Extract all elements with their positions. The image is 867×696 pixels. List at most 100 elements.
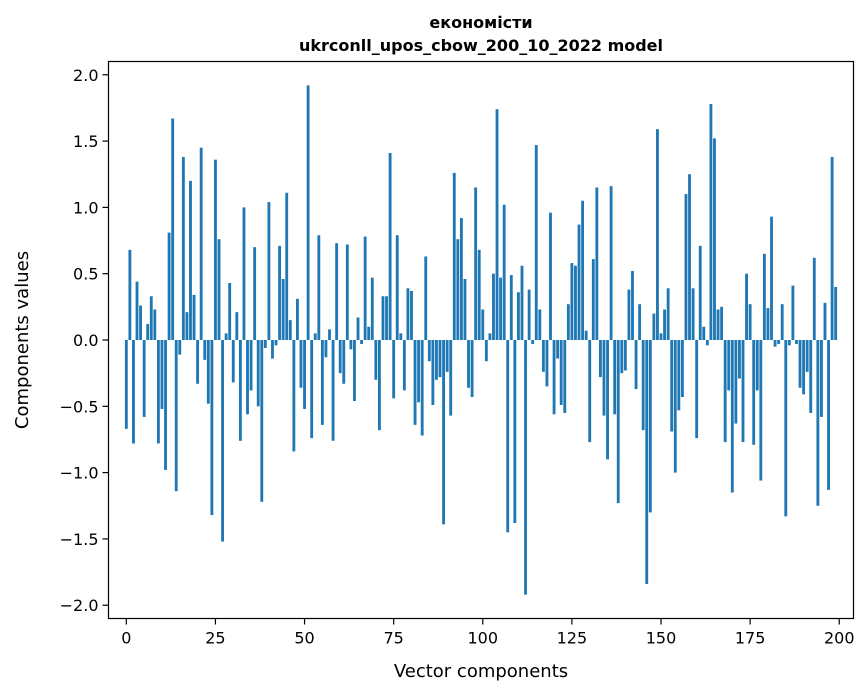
bar [317,235,321,340]
bar [360,340,364,344]
bar [214,159,217,340]
bar [299,340,303,388]
bar [196,340,200,384]
y-tick-label: −1.0 [60,464,99,483]
bar [445,340,449,372]
bar [367,326,371,340]
bar [656,129,659,340]
bar [274,340,278,346]
bar [399,333,403,340]
bar [795,340,798,344]
bar [705,340,709,346]
y-tick-label: 2.0 [73,66,98,85]
bar [609,186,613,340]
bar [381,296,385,340]
bar [748,304,752,340]
bar [171,118,175,340]
bar [342,340,346,384]
x-tick-label: 175 [735,629,766,648]
bar [527,289,531,340]
bar [616,340,620,504]
bar [181,156,185,340]
bar [541,340,545,372]
bar [260,340,264,502]
bar [124,340,128,429]
bar [631,271,634,340]
bars-group [124,85,838,595]
bar [392,340,396,399]
bar [762,253,766,340]
bar [680,340,684,398]
bar [798,340,802,388]
bar [584,330,588,340]
chart-title: економісти [429,13,532,32]
bar [834,286,838,340]
bar [420,340,424,436]
bar [695,340,699,439]
bar [698,245,702,340]
bar [481,309,485,340]
x-tick-label: 50 [294,629,314,648]
bar [370,277,374,340]
bar [189,180,192,340]
bar [787,340,791,346]
bar [449,340,453,416]
bar [199,147,203,340]
bar [534,145,538,340]
bar [313,333,317,340]
bar [431,340,435,405]
bar [310,340,314,439]
bar [467,340,470,388]
y-tick-label: 0.0 [73,331,98,350]
bar [720,306,724,340]
bar [217,239,221,340]
bar [149,296,153,340]
bar [830,156,834,340]
y-axis-ticks: −2.0 −1.5 −1.0 −0.5 0.0 0.5 1.0 1.5 2.0 [60,66,109,615]
bar [581,200,585,340]
bar [538,309,542,340]
bar [413,340,417,425]
y-axis-label: Components values [12,251,33,429]
bar [406,288,410,340]
bar [752,340,756,445]
bar [385,296,388,340]
bar [160,340,164,409]
bar [691,288,695,340]
bar [545,340,549,387]
bar [238,340,242,441]
bar [666,288,670,340]
bar [506,340,510,533]
y-tick-label: 0.5 [73,265,98,284]
bar [174,340,178,492]
bar [320,340,324,425]
bar [442,340,445,525]
bar [777,340,781,344]
bar [791,285,795,340]
bar [335,243,339,340]
y-tick-label: 1.0 [73,198,98,217]
bar [452,172,456,340]
bar [192,294,196,340]
bar [456,239,460,340]
bar [424,256,428,340]
bar [809,340,813,413]
bar [164,340,167,470]
bar [410,290,413,340]
bar [780,304,784,340]
bar [520,265,524,340]
bar [648,340,652,513]
bar [802,340,806,395]
bar [178,340,182,355]
bar [531,340,535,344]
bar [206,340,210,404]
bar [185,312,189,340]
bar [595,187,599,340]
bar [556,340,560,359]
bar [228,282,232,340]
bar [477,249,481,340]
bar [253,247,257,340]
bar [303,340,306,409]
x-tick-label: 25 [205,629,225,648]
bar [459,217,463,340]
